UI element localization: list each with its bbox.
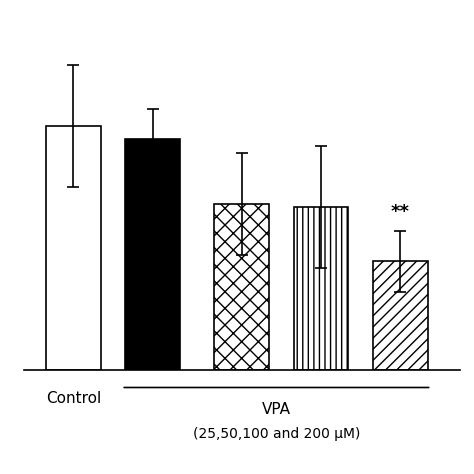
Bar	[373, 261, 428, 370]
Text: VPA: VPA	[262, 402, 291, 417]
Bar	[214, 204, 269, 370]
Text: (25,50,100 and 200 μM): (25,50,100 and 200 μM)	[193, 427, 360, 441]
Bar	[46, 126, 100, 370]
Bar	[125, 139, 180, 370]
Text: **: **	[391, 203, 410, 221]
Text: Control: Control	[46, 391, 101, 406]
Bar	[294, 207, 348, 370]
